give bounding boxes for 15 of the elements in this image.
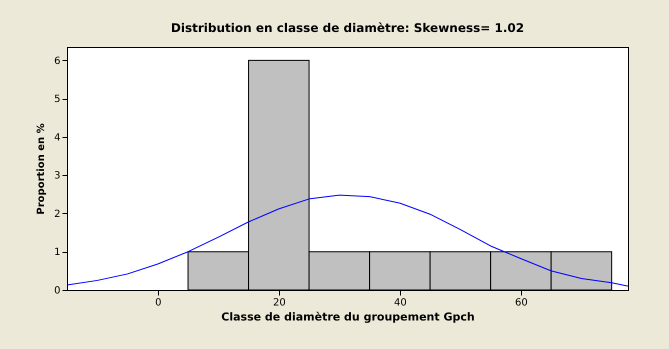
- x-axis-title: Classe de diamètre du groupement Gpch: [221, 310, 475, 324]
- y-tick-label: 2: [54, 208, 60, 220]
- y-tick-label: 5: [54, 94, 60, 106]
- y-tick-label: 0: [54, 286, 60, 296]
- x-tick-label: 0: [155, 298, 162, 308]
- y-tick-label: 3: [54, 170, 60, 182]
- y-tick-label: 1: [54, 247, 60, 258]
- chart-title: Distribution en classe de diamètre: Skewness= 1.02: [170, 21, 524, 35]
- line-series: [67, 194, 628, 287]
- y-axis-title: Proportion en %: [36, 123, 48, 215]
- y-tick-label: 6: [54, 56, 60, 67]
- y-tick-label: 4: [54, 132, 60, 144]
- x-tick-label: 20: [272, 298, 286, 308]
- x-tick-label: 60: [515, 298, 528, 308]
- x-tick-label: 40: [394, 298, 407, 308]
